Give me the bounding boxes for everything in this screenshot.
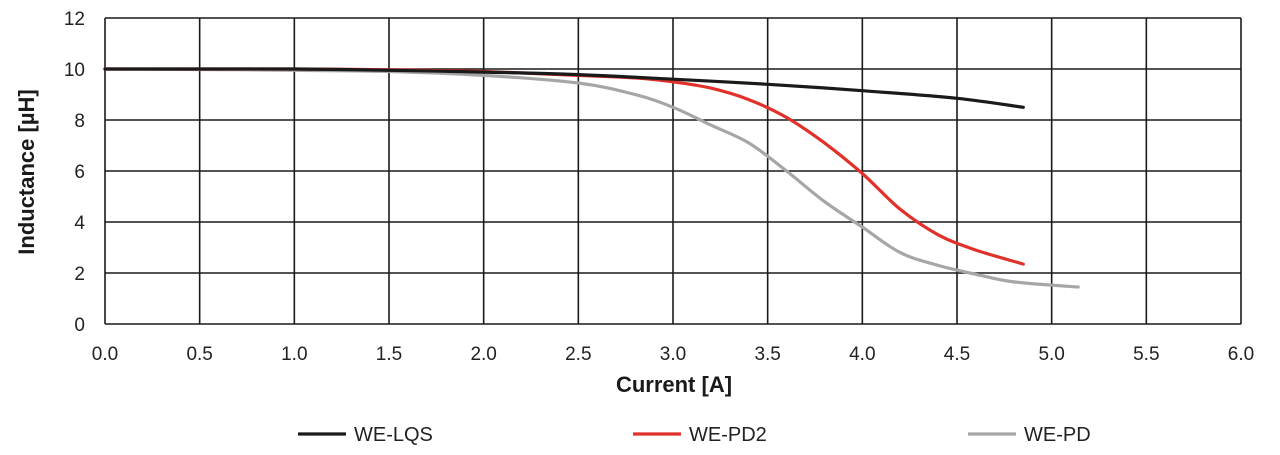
x-tick-label: 6.0 — [1228, 344, 1254, 365]
x-tick-label: 2.5 — [565, 344, 591, 365]
series-line-we-lqs — [103, 67, 1025, 109]
legend-label-we-pd2: WE-PD2 — [689, 424, 767, 446]
x-tick-label: 2.0 — [470, 344, 496, 365]
x-tick-label: 4.0 — [849, 344, 875, 365]
chart-series — [103, 67, 1080, 289]
x-tick-label: 0.0 — [92, 344, 118, 365]
series-line-we-pd2 — [103, 67, 1025, 266]
series-line-we-pd — [103, 67, 1080, 289]
x-tick-label: 4.5 — [944, 344, 970, 365]
x-axis-title: Current [A] — [616, 372, 732, 397]
x-tick-label: 0.5 — [186, 344, 212, 365]
y-tick-label: 4 — [74, 213, 85, 234]
x-tick-label: 3.5 — [754, 344, 780, 365]
y-tick-label: 2 — [74, 264, 85, 285]
y-tick-label: 6 — [74, 162, 85, 183]
x-tick-label: 1.0 — [281, 344, 307, 365]
chart-legend: WE-LQS WE-PD2 WE-PD — [298, 424, 1091, 446]
legend-label-we-pd: WE-PD — [1024, 424, 1091, 446]
y-axis-title: Inductance [µH] — [14, 89, 39, 254]
y-tick-label: 8 — [74, 111, 85, 132]
x-tick-label: 5.5 — [1133, 344, 1159, 365]
x-tick-label: 5.0 — [1038, 344, 1064, 365]
y-tick-label: 12 — [64, 9, 85, 30]
y-tick-label: 10 — [64, 60, 85, 81]
chart-grid — [104, 17, 1242, 325]
legend-label-we-lqs: WE-LQS — [354, 424, 433, 446]
x-tick-label: 1.5 — [376, 344, 402, 365]
chart-ticks: 0.0 0.5 1.0 1.5 2.0 2.5 3.0 3.5 4.0 4.5 5.0 5.5 6.0 0… — [64, 9, 1254, 365]
y-tick-label: 0 — [74, 315, 85, 336]
x-tick-label: 3.0 — [660, 344, 686, 365]
